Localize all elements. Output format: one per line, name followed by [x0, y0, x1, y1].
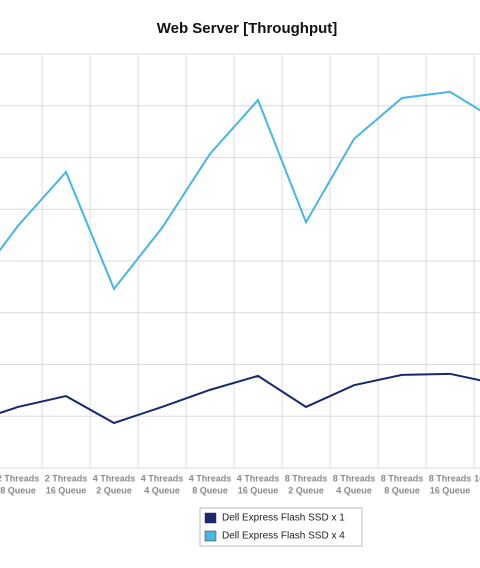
legend: Dell Express Flash SSD x 1 Dell Express F… [199, 507, 363, 547]
x-tick-label: 4 Threads [141, 473, 184, 483]
x-tick-label: 16 Threads [474, 473, 480, 483]
x-tick-label: 8 Queue [192, 485, 228, 495]
x-tick-label: 2 Queue [96, 485, 132, 495]
x-tick-label: 2 Threads [0, 473, 39, 483]
chart-title: Web Server [Throughput] [157, 20, 338, 37]
x-tick-label: 16 Queue [238, 485, 279, 495]
legend-swatch [204, 530, 217, 542]
x-tick-label: 16 Queue [46, 485, 87, 495]
legend-label: Dell Express Flash SSD x 4 [222, 531, 345, 542]
x-tick-label: 2 Threads [45, 473, 88, 483]
series-line [0, 90, 480, 291]
legend-box [199, 507, 363, 547]
legend-swatch [204, 512, 217, 524]
x-tick-label: 8 Threads [429, 473, 472, 483]
x-tick-label: 8 Threads [285, 473, 328, 483]
x-tick-label: 2 Queue [288, 485, 324, 495]
x-tick-label: 8 Queue [384, 485, 420, 495]
x-tick-label: 8 Queue [0, 485, 36, 495]
x-tick-label: 4 Threads [93, 473, 136, 483]
x-tick-label: 8 Threads [381, 473, 424, 483]
x-tick-label: 4 Threads [189, 473, 232, 483]
x-tick-label: 4 Queue [144, 485, 180, 495]
x-tick-label: 8 Threads [333, 473, 376, 483]
x-tick-label: 4 Threads [237, 473, 280, 483]
plot-area: 2 Threads 8 Queue 2 Threads 16 Queue 4 Threa… [0, 53, 480, 495]
legend-label: Dell Express Flash SSD x 1 [222, 513, 345, 524]
x-tick-label: 16 Queue [430, 485, 471, 495]
series-line [0, 372, 480, 425]
x-tick-label: 4 Queue [336, 485, 372, 495]
